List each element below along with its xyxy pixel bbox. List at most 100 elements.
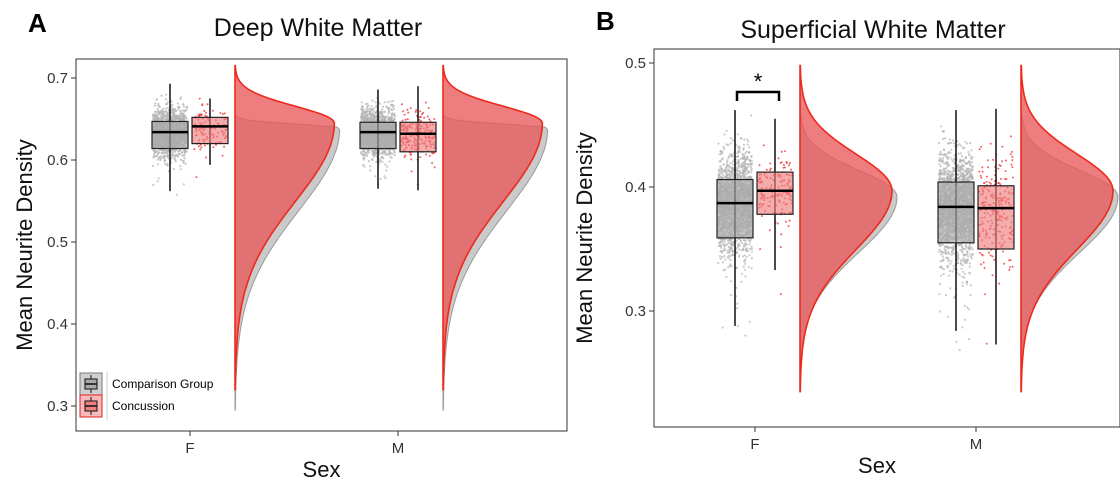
data-point	[161, 156, 164, 159]
data-point	[742, 164, 745, 168]
data-point	[370, 119, 373, 122]
y-tick-label: 0.6	[47, 152, 68, 169]
data-point	[740, 165, 743, 168]
data-point	[730, 153, 733, 156]
data-point	[175, 154, 178, 157]
data-point	[172, 167, 175, 171]
data-point	[728, 257, 731, 260]
data-point	[746, 155, 749, 158]
data-point	[166, 115, 169, 118]
data-point	[738, 244, 742, 247]
data-point	[389, 156, 392, 159]
data-point	[729, 161, 732, 164]
data-point	[211, 109, 214, 112]
data-point	[731, 175, 735, 178]
data-point	[158, 111, 161, 114]
data-point	[410, 153, 412, 156]
data-point	[382, 110, 385, 113]
data-point	[156, 158, 159, 161]
data-point	[173, 112, 176, 115]
data-point	[155, 110, 158, 113]
data-point	[175, 109, 178, 112]
data-point	[170, 157, 173, 160]
data-point	[180, 151, 183, 154]
y-tick-label: 0.5	[625, 55, 646, 72]
data-point	[722, 244, 725, 247]
data-point	[392, 118, 396, 121]
data-point	[747, 170, 750, 173]
data-point	[419, 156, 422, 159]
data-point	[157, 104, 160, 107]
data-point	[360, 101, 363, 104]
data-point	[428, 154, 431, 157]
data-point	[410, 158, 413, 161]
data-point	[747, 266, 750, 269]
data-point	[219, 112, 222, 114]
data-point	[366, 107, 369, 110]
data-point	[178, 118, 182, 121]
data-point	[729, 137, 733, 140]
data-point	[724, 258, 727, 261]
data-point	[367, 160, 370, 163]
data-point	[750, 155, 753, 158]
data-point	[385, 105, 388, 108]
data-point	[182, 183, 185, 186]
data-point	[199, 143, 202, 146]
data-point	[738, 248, 741, 251]
data-point	[739, 240, 742, 243]
data-point	[737, 243, 740, 246]
data-point	[184, 162, 187, 165]
data-point	[157, 149, 160, 152]
data-point	[749, 238, 753, 241]
data-point	[378, 153, 381, 156]
data-point	[212, 146, 215, 149]
data-point	[726, 170, 729, 173]
data-point	[381, 160, 384, 163]
data-point	[153, 118, 156, 122]
data-point	[153, 149, 156, 152]
data-point	[401, 119, 404, 122]
data-point	[722, 174, 725, 177]
data-point	[167, 112, 170, 115]
data-point	[744, 334, 747, 337]
data-point	[731, 139, 734, 142]
data-point	[386, 115, 389, 118]
data-point	[179, 158, 182, 161]
data-point	[159, 117, 162, 121]
data-point	[369, 116, 372, 119]
data-point	[164, 162, 167, 165]
legend-key-comparison	[79, 372, 103, 396]
data-point	[162, 148, 165, 151]
data-point	[721, 157, 724, 160]
data-point	[375, 104, 378, 107]
x-axis-title: Sex	[858, 453, 896, 478]
data-point	[388, 160, 391, 163]
data-point	[161, 151, 164, 154]
data-point	[374, 101, 377, 104]
data-point	[727, 168, 730, 171]
data-point	[743, 268, 747, 271]
data-point	[750, 167, 753, 170]
data-point	[744, 275, 747, 278]
data-point	[378, 102, 381, 105]
data-point	[736, 302, 739, 305]
data-point	[736, 171, 739, 174]
data-point	[155, 98, 158, 101]
data-point	[365, 154, 369, 157]
data-point	[221, 113, 224, 116]
data-point	[731, 250, 734, 253]
data-point	[173, 156, 176, 159]
data-point	[748, 146, 751, 149]
data-point	[388, 151, 391, 154]
data-point	[727, 156, 730, 159]
data-point	[185, 117, 188, 120]
data-point	[749, 176, 752, 179]
data-point	[205, 156, 207, 159]
data-point	[171, 152, 174, 155]
data-point	[747, 165, 750, 168]
data-point	[156, 180, 159, 183]
data-point	[199, 148, 202, 151]
data-point	[159, 158, 162, 161]
